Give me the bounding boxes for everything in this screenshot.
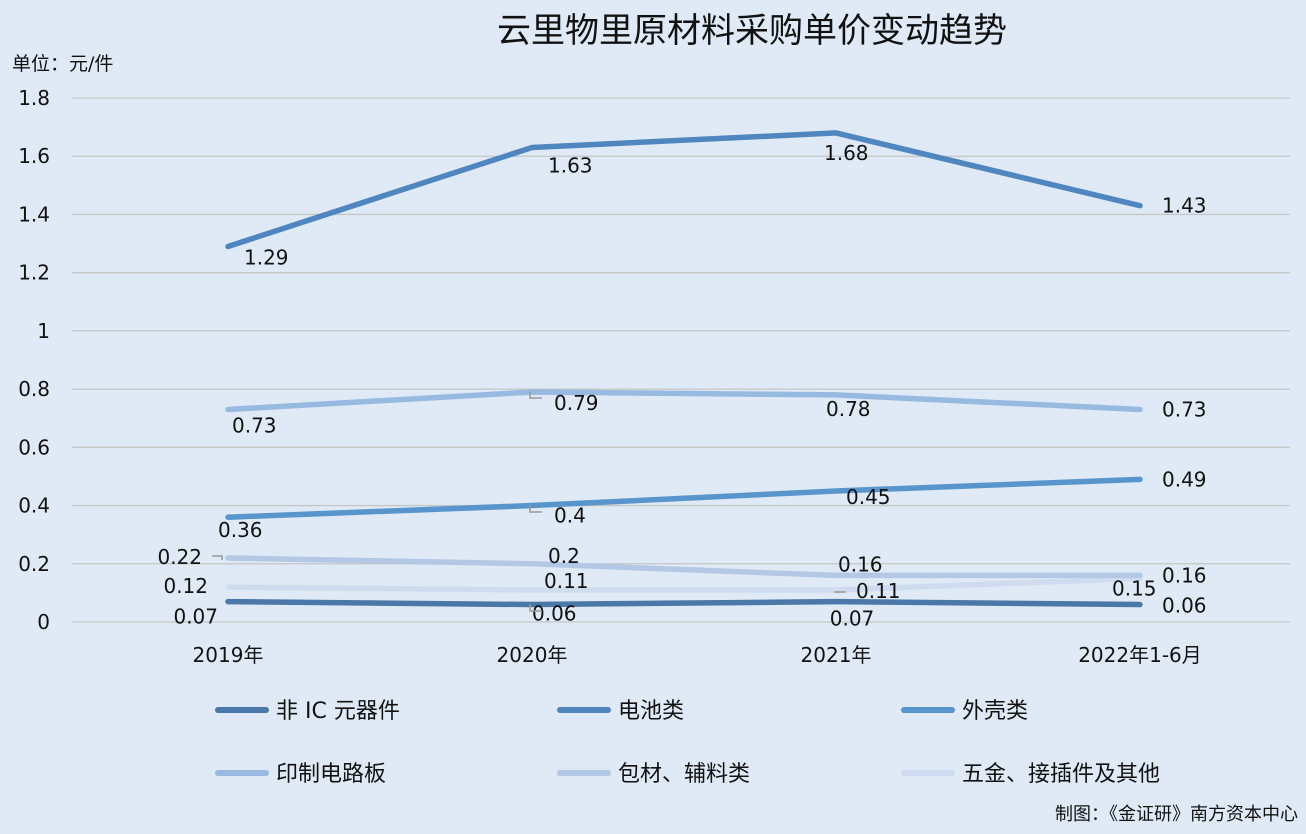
chart-title: 云里物里原材料采购单价变动趋势 [497,11,1007,51]
x-tick-label: 2021年 [801,643,872,667]
label-leader [529,505,542,513]
legend-label: 五金、接插件及其他 [962,762,1160,787]
data-label: 0.11 [544,569,589,593]
data-label: 0.78 [826,397,871,421]
data-label: 0.22 [157,545,202,569]
legend-label: 外壳类 [962,699,1028,724]
data-label: 0.73 [1162,397,1207,421]
y-tick-label: 0.6 [18,435,50,459]
series-line [225,389,1143,413]
y-tick-label: 0 [37,610,50,634]
x-tick-label: 2020年 [497,643,568,667]
y-tick-label: 0.8 [18,377,50,401]
source-note: 制图：《金证研》南方资本中心 [1055,804,1298,825]
y-tick-label: 1.6 [18,144,50,168]
data-label: 0.79 [554,391,599,415]
y-axis-ticks: 0 0.2 0.4 0.6 0.8 1 1.2 1.4 1.6 1.8 [18,86,50,634]
data-label: 0.45 [846,485,891,509]
series-line [225,130,1143,250]
series-line [225,476,1143,520]
x-tick-label: 2022年1-6月 [1078,643,1202,667]
y-tick-label: 0.2 [18,552,50,576]
label-leader [529,392,542,399]
data-label: 0.16 [838,552,883,576]
series-line [225,555,1143,579]
data-label: 0.49 [1162,467,1207,491]
y-tick-label: 1.2 [18,261,50,285]
data-label: 0.06 [532,602,577,626]
data-label: 0.07 [830,607,875,631]
unit-label: 单位：元/件 [12,53,113,75]
data-label: 0.73 [232,413,277,437]
data-label: 0.06 [1162,594,1207,618]
data-label: 0.12 [163,574,208,598]
x-axis-ticks: 2019年 2020年 2021年 2022年1-6月 [193,643,1202,667]
data-labels: 0.07 0.06 0.07 0.06 1.29 1.63 1.68 1.43 0.36 0.4 0… [157,141,1206,631]
data-label: 0.4 [554,504,586,528]
label-leader [212,555,223,560]
y-tick-label: 1 [37,319,50,343]
data-label: 1.29 [244,245,289,269]
y-tick-label: 1.4 [18,202,50,226]
data-label: 1.68 [824,141,869,165]
x-tick-label: 2019年 [193,643,264,667]
series-line [225,598,1143,608]
series-line [225,575,1143,593]
data-label: 0.36 [218,518,263,542]
series-lines [225,130,1143,608]
y-tick-label: 0.4 [18,494,50,518]
data-label: 0.07 [173,605,218,629]
legend-label: 包材、辅料类 [618,762,750,787]
legend-label: 印制电路板 [276,762,386,787]
data-label: 1.43 [1162,194,1207,218]
label-leader [529,604,542,612]
y-tick-label: 1.8 [18,86,50,110]
data-label: 0.2 [548,544,580,568]
data-label: 0.11 [856,579,901,603]
data-label: 0.15 [1112,576,1157,600]
legend-label: 电池类 [618,699,684,724]
gridlines [72,97,1290,623]
legend-label: 非 IC 元器件 [276,699,400,724]
data-label: 0.16 [1162,563,1207,587]
data-label: 1.63 [548,153,593,177]
